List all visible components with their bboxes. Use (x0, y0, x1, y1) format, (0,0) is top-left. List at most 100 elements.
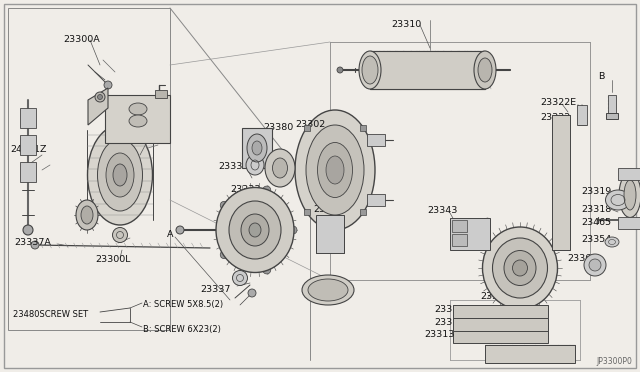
Text: 23300L: 23300L (95, 255, 131, 264)
Ellipse shape (474, 51, 496, 89)
Text: 23313: 23313 (434, 305, 465, 314)
Bar (155, 90, 167, 98)
Ellipse shape (513, 260, 527, 276)
Text: 23312+A: 23312+A (480, 292, 525, 301)
Ellipse shape (589, 259, 601, 271)
Text: 23312: 23312 (500, 345, 531, 354)
Circle shape (31, 241, 39, 249)
Bar (367, 194, 385, 206)
Ellipse shape (295, 110, 375, 230)
Text: 23318: 23318 (581, 205, 611, 214)
Ellipse shape (106, 153, 134, 197)
Bar (360, 125, 366, 131)
Text: 23313: 23313 (424, 330, 454, 339)
Bar (304, 125, 310, 131)
Text: B: SCREW 6X23(2): B: SCREW 6X23(2) (143, 325, 221, 334)
Circle shape (220, 251, 228, 259)
Ellipse shape (97, 139, 143, 211)
Ellipse shape (493, 238, 547, 298)
Ellipse shape (113, 164, 127, 186)
Text: 23385: 23385 (313, 278, 343, 287)
Text: JP3300P0: JP3300P0 (596, 357, 632, 366)
Text: 23313: 23313 (434, 318, 465, 327)
Text: 23337A: 23337A (14, 238, 51, 247)
Ellipse shape (113, 228, 127, 243)
Text: 23333+A: 23333+A (218, 162, 263, 171)
Text: 23380: 23380 (263, 123, 293, 132)
Text: 23338: 23338 (218, 210, 248, 219)
Bar (606, 113, 618, 119)
Ellipse shape (619, 173, 640, 218)
Circle shape (220, 201, 228, 209)
Ellipse shape (483, 227, 557, 309)
Bar (577, 105, 587, 125)
Ellipse shape (273, 158, 287, 178)
Circle shape (263, 186, 271, 194)
Ellipse shape (624, 180, 636, 210)
Ellipse shape (306, 125, 364, 215)
Ellipse shape (246, 155, 264, 175)
Bar (105, 95, 170, 143)
Ellipse shape (478, 58, 492, 82)
Circle shape (104, 81, 112, 89)
Bar (304, 209, 310, 215)
Circle shape (248, 289, 256, 297)
Ellipse shape (88, 125, 152, 225)
Text: 23465: 23465 (581, 218, 611, 227)
Ellipse shape (81, 206, 93, 224)
Text: 23333: 23333 (230, 185, 260, 194)
Bar (450, 218, 490, 250)
Bar (316, 215, 344, 253)
Bar (360, 209, 366, 215)
Bar (242, 128, 272, 168)
Circle shape (337, 67, 343, 73)
Text: 23300A: 23300A (63, 35, 100, 44)
Text: 23378: 23378 (313, 205, 343, 214)
Text: 23322: 23322 (540, 113, 570, 122)
Ellipse shape (359, 51, 381, 89)
Circle shape (23, 225, 33, 235)
Ellipse shape (605, 190, 630, 210)
Polygon shape (88, 88, 108, 125)
Text: 23300: 23300 (130, 130, 160, 139)
Text: 23319: 23319 (581, 187, 611, 196)
Ellipse shape (129, 103, 147, 115)
Ellipse shape (229, 201, 281, 259)
Text: 23310: 23310 (391, 20, 421, 29)
Bar (20, 162, 36, 182)
Bar (453, 318, 548, 331)
Circle shape (289, 226, 297, 234)
Ellipse shape (249, 223, 261, 237)
Bar (453, 305, 548, 318)
Bar (618, 217, 640, 229)
Ellipse shape (216, 187, 294, 273)
Ellipse shape (302, 275, 354, 305)
Ellipse shape (252, 141, 262, 155)
Ellipse shape (504, 250, 536, 285)
Circle shape (97, 94, 102, 99)
Text: A: A (167, 230, 173, 239)
Bar (552, 115, 570, 250)
Bar (618, 168, 640, 180)
Bar (20, 108, 36, 128)
Ellipse shape (232, 270, 248, 285)
Ellipse shape (241, 214, 269, 246)
Text: 23302: 23302 (295, 120, 325, 129)
Ellipse shape (362, 56, 378, 84)
Text: 23337: 23337 (200, 285, 230, 294)
Ellipse shape (326, 156, 344, 184)
Ellipse shape (129, 115, 147, 127)
Ellipse shape (247, 134, 267, 162)
Bar (367, 134, 385, 146)
Bar (453, 330, 548, 343)
Ellipse shape (265, 149, 295, 187)
Text: B: B (598, 72, 604, 81)
Bar (608, 95, 616, 113)
Text: A: SCREW 5X8.5(2): A: SCREW 5X8.5(2) (143, 300, 223, 309)
Ellipse shape (317, 142, 353, 198)
Ellipse shape (584, 254, 606, 276)
Text: 23354: 23354 (581, 235, 611, 244)
Bar (452, 234, 467, 246)
Circle shape (176, 226, 184, 234)
Text: 23343: 23343 (427, 206, 458, 215)
